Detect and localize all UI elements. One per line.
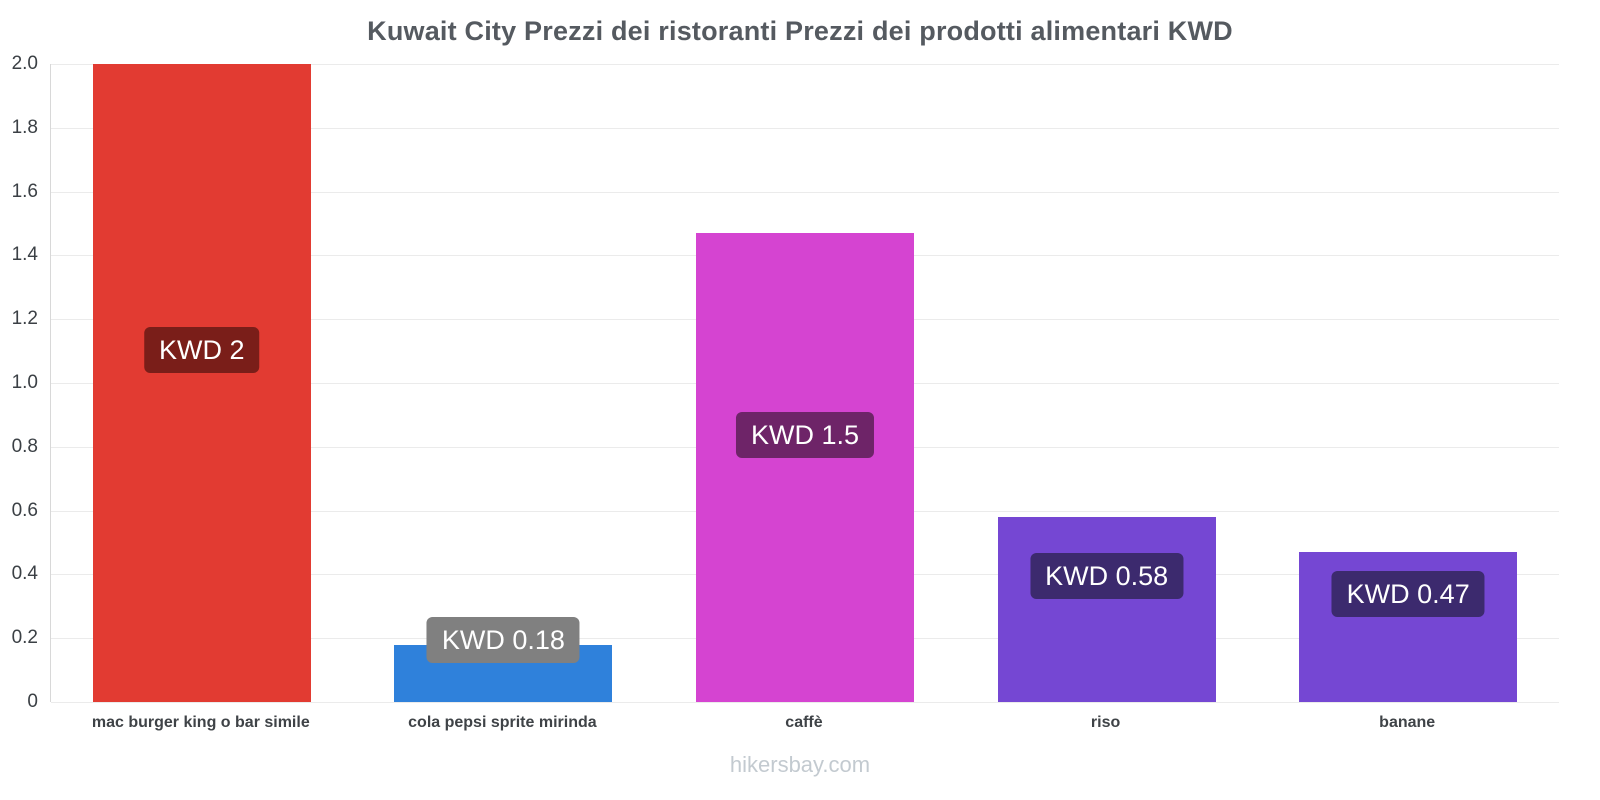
bar-value-label: KWD 2 [144, 327, 260, 373]
bar: KWD 0.47 [1299, 552, 1518, 702]
x-axis-label: banane [1379, 714, 1436, 731]
y-tick-label: 1.2 [11, 308, 38, 330]
y-tick-label: 0 [27, 691, 38, 712]
gridline [51, 127, 1559, 129]
x-axis-label: caffè [785, 714, 823, 731]
bar: KWD 0.58 [997, 516, 1216, 702]
y-tick-label: 0.4 [11, 563, 38, 585]
bar: KWD 1.5 [696, 233, 914, 702]
bar-value-label: KWD 0.58 [1030, 553, 1184, 600]
gridline [51, 191, 1559, 193]
bar: KWD 0.18 [394, 617, 613, 702]
bar-value-label: KWD 1.5 [735, 411, 875, 458]
x-axis-label: mac burger king o bar simile [91, 714, 310, 731]
bar-value-label: KWD 0.47 [1331, 571, 1485, 618]
y-tick-label: 1.8 [11, 116, 38, 138]
gridline [51, 64, 1559, 65]
y-tick-label: 2.0 [11, 53, 38, 74]
watermark-text: hikersbay.com [729, 752, 871, 777]
y-tick-label: 0.6 [11, 499, 38, 521]
y-tick-label: 1.0 [11, 372, 38, 393]
gridline [51, 702, 1559, 703]
y-tick-label: 0.2 [11, 627, 38, 649]
x-axis-label: cola pepsi sprite mirinda [408, 714, 597, 731]
plot-area: KWD 2 KWD 0.18 KWD 1.5 KWD 0.58 KWD 0.47 [50, 64, 1559, 703]
bar-value-label: KWD 0.18 [426, 617, 580, 664]
y-tick-label: 0.8 [11, 435, 38, 457]
y-tick-label: 1.6 [11, 180, 38, 202]
y-tick-label: 1.4 [11, 244, 38, 266]
x-axis-label: riso [1090, 714, 1121, 731]
bar: KWD 2 [92, 64, 311, 702]
chart-title: Kuwait City Prezzi dei ristoranti Prezzi… [367, 16, 1233, 46]
